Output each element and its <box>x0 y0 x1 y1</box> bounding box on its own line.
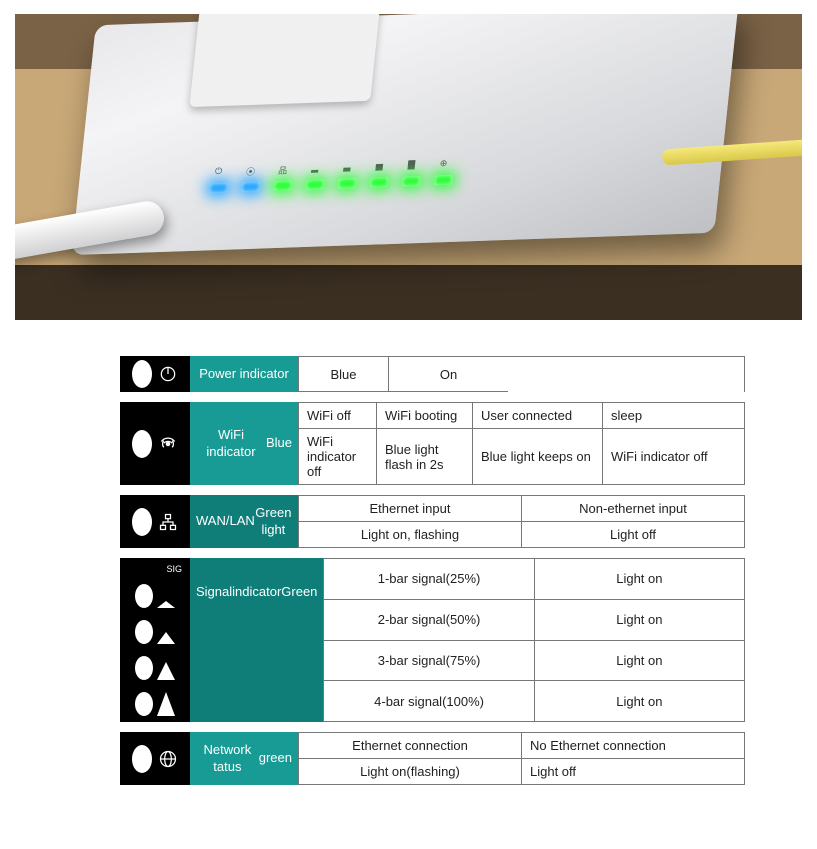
table-cell: Ethernet input <box>298 496 521 522</box>
led-green <box>305 179 324 190</box>
table-cell: 3-bar signal(75%) <box>323 641 533 682</box>
device-body <box>71 14 738 255</box>
signal-bar-4-icon <box>157 692 175 716</box>
table-cell: WiFi off <box>298 403 376 429</box>
label-power: Power indicator <box>190 356 298 392</box>
mount-bracket <box>189 14 380 107</box>
device-photo: ⏻⦿品▂▃▅▇⊕ <box>15 14 802 320</box>
sig-label: SIG <box>166 564 182 574</box>
label-line: Signal <box>196 584 232 600</box>
table-cell: Blue <box>298 357 388 392</box>
led-green <box>370 177 389 188</box>
table-cell: Blue light keeps on <box>472 429 602 485</box>
label-wifi: WiFi indicatorBlue <box>190 402 298 485</box>
grid-wanlan: Ethernet inputNon-ethernet inputLight on… <box>298 495 745 548</box>
led-green <box>434 175 453 186</box>
signal-bar-3-icon <box>157 662 175 680</box>
table-cell: Light on(flashing) <box>298 759 521 785</box>
signal-bar-2-icon <box>157 632 175 644</box>
table-cell: Light on, flashing <box>298 522 521 548</box>
table-cell: User connected <box>472 403 602 429</box>
indicator-tables: Power indicator BlueOn WiFi indicatorBlu… <box>120 356 745 785</box>
grid-power: BlueOn <box>298 356 745 392</box>
signal-bar-1-icon <box>157 601 175 608</box>
lamp-icon <box>132 430 152 458</box>
row-signal: SIG SignalindicatorGreen 1-bar signal(25… <box>120 558 745 722</box>
label-line: Green light <box>255 505 292 538</box>
label-network: Network tatusgreen <box>190 732 298 785</box>
label-wanlan: WAN/LANGreen light <box>190 495 298 548</box>
table-cell: Light on <box>534 641 744 682</box>
label-line: Blue <box>266 435 292 451</box>
lamp-icon <box>132 360 152 388</box>
label-line: green <box>259 750 292 766</box>
table-cell: Light off <box>521 522 744 548</box>
table-cell: Light on <box>534 600 744 641</box>
icon-col-wanlan <box>120 495 190 548</box>
grid-network: Ethernet connectionNo Ethernet connectio… <box>298 732 745 785</box>
led-green <box>273 180 292 191</box>
lamp-icon <box>135 656 153 680</box>
lamp-icon <box>135 620 153 644</box>
icon-col-power <box>120 356 190 392</box>
table-cell: WiFi indicator off <box>298 429 376 485</box>
table-cell: No Ethernet connection <box>521 733 744 759</box>
wifi-icon <box>158 434 178 454</box>
led-green <box>338 178 357 189</box>
label-line: Green <box>281 584 317 600</box>
row-wanlan: WAN/LANGreen light Ethernet inputNon-eth… <box>120 495 745 548</box>
row-network: Network tatusgreen Ethernet connectionNo… <box>120 732 745 785</box>
led-blue <box>241 181 260 192</box>
table-cell: WiFi indicator off <box>602 429 744 485</box>
table-cell: Light off <box>521 759 744 785</box>
power-icon <box>158 364 178 384</box>
led-green <box>402 176 421 187</box>
table-cell: Blue light flash in 2s <box>376 429 472 485</box>
table-cell: 2-bar signal(50%) <box>323 600 533 641</box>
grid-wifi: WiFi offWiFi bootingUser connectedsleepW… <box>298 402 745 485</box>
lan-icon <box>158 512 178 532</box>
row-power: Power indicator BlueOn <box>120 356 745 392</box>
table-cell: WiFi booting <box>376 403 472 429</box>
table-cell: Light on <box>534 559 744 600</box>
table-cell: Non-ethernet input <box>521 496 744 522</box>
icon-col-signal: SIG <box>120 558 190 722</box>
icon-col-network <box>120 732 190 785</box>
table-cell: Ethernet connection <box>298 733 521 759</box>
table-cell: sleep <box>602 403 744 429</box>
table-cell: Light on <box>534 681 744 722</box>
table-cell: On <box>388 357 508 392</box>
led-blue <box>209 183 228 194</box>
grid-signal: 1-bar signal(25%)Light on2-bar signal(50… <box>323 558 745 722</box>
globe-icon <box>158 749 178 769</box>
icon-col-wifi <box>120 402 190 485</box>
lamp-icon <box>135 692 153 716</box>
label-line: indicator <box>232 584 281 600</box>
label-line: Network tatus <box>196 742 259 775</box>
label-line: WiFi indicator <box>196 427 266 460</box>
lamp-icon <box>135 584 153 608</box>
lamp-icon <box>132 508 152 536</box>
table-cell: 1-bar signal(25%) <box>323 559 533 600</box>
table-cell: 4-bar signal(100%) <box>323 681 533 722</box>
lamp-icon <box>132 745 152 773</box>
label-signal: SignalindicatorGreen <box>190 558 323 722</box>
label-line: WAN/LAN <box>196 513 255 529</box>
row-wifi: WiFi indicatorBlue WiFi offWiFi bootingU… <box>120 402 745 485</box>
